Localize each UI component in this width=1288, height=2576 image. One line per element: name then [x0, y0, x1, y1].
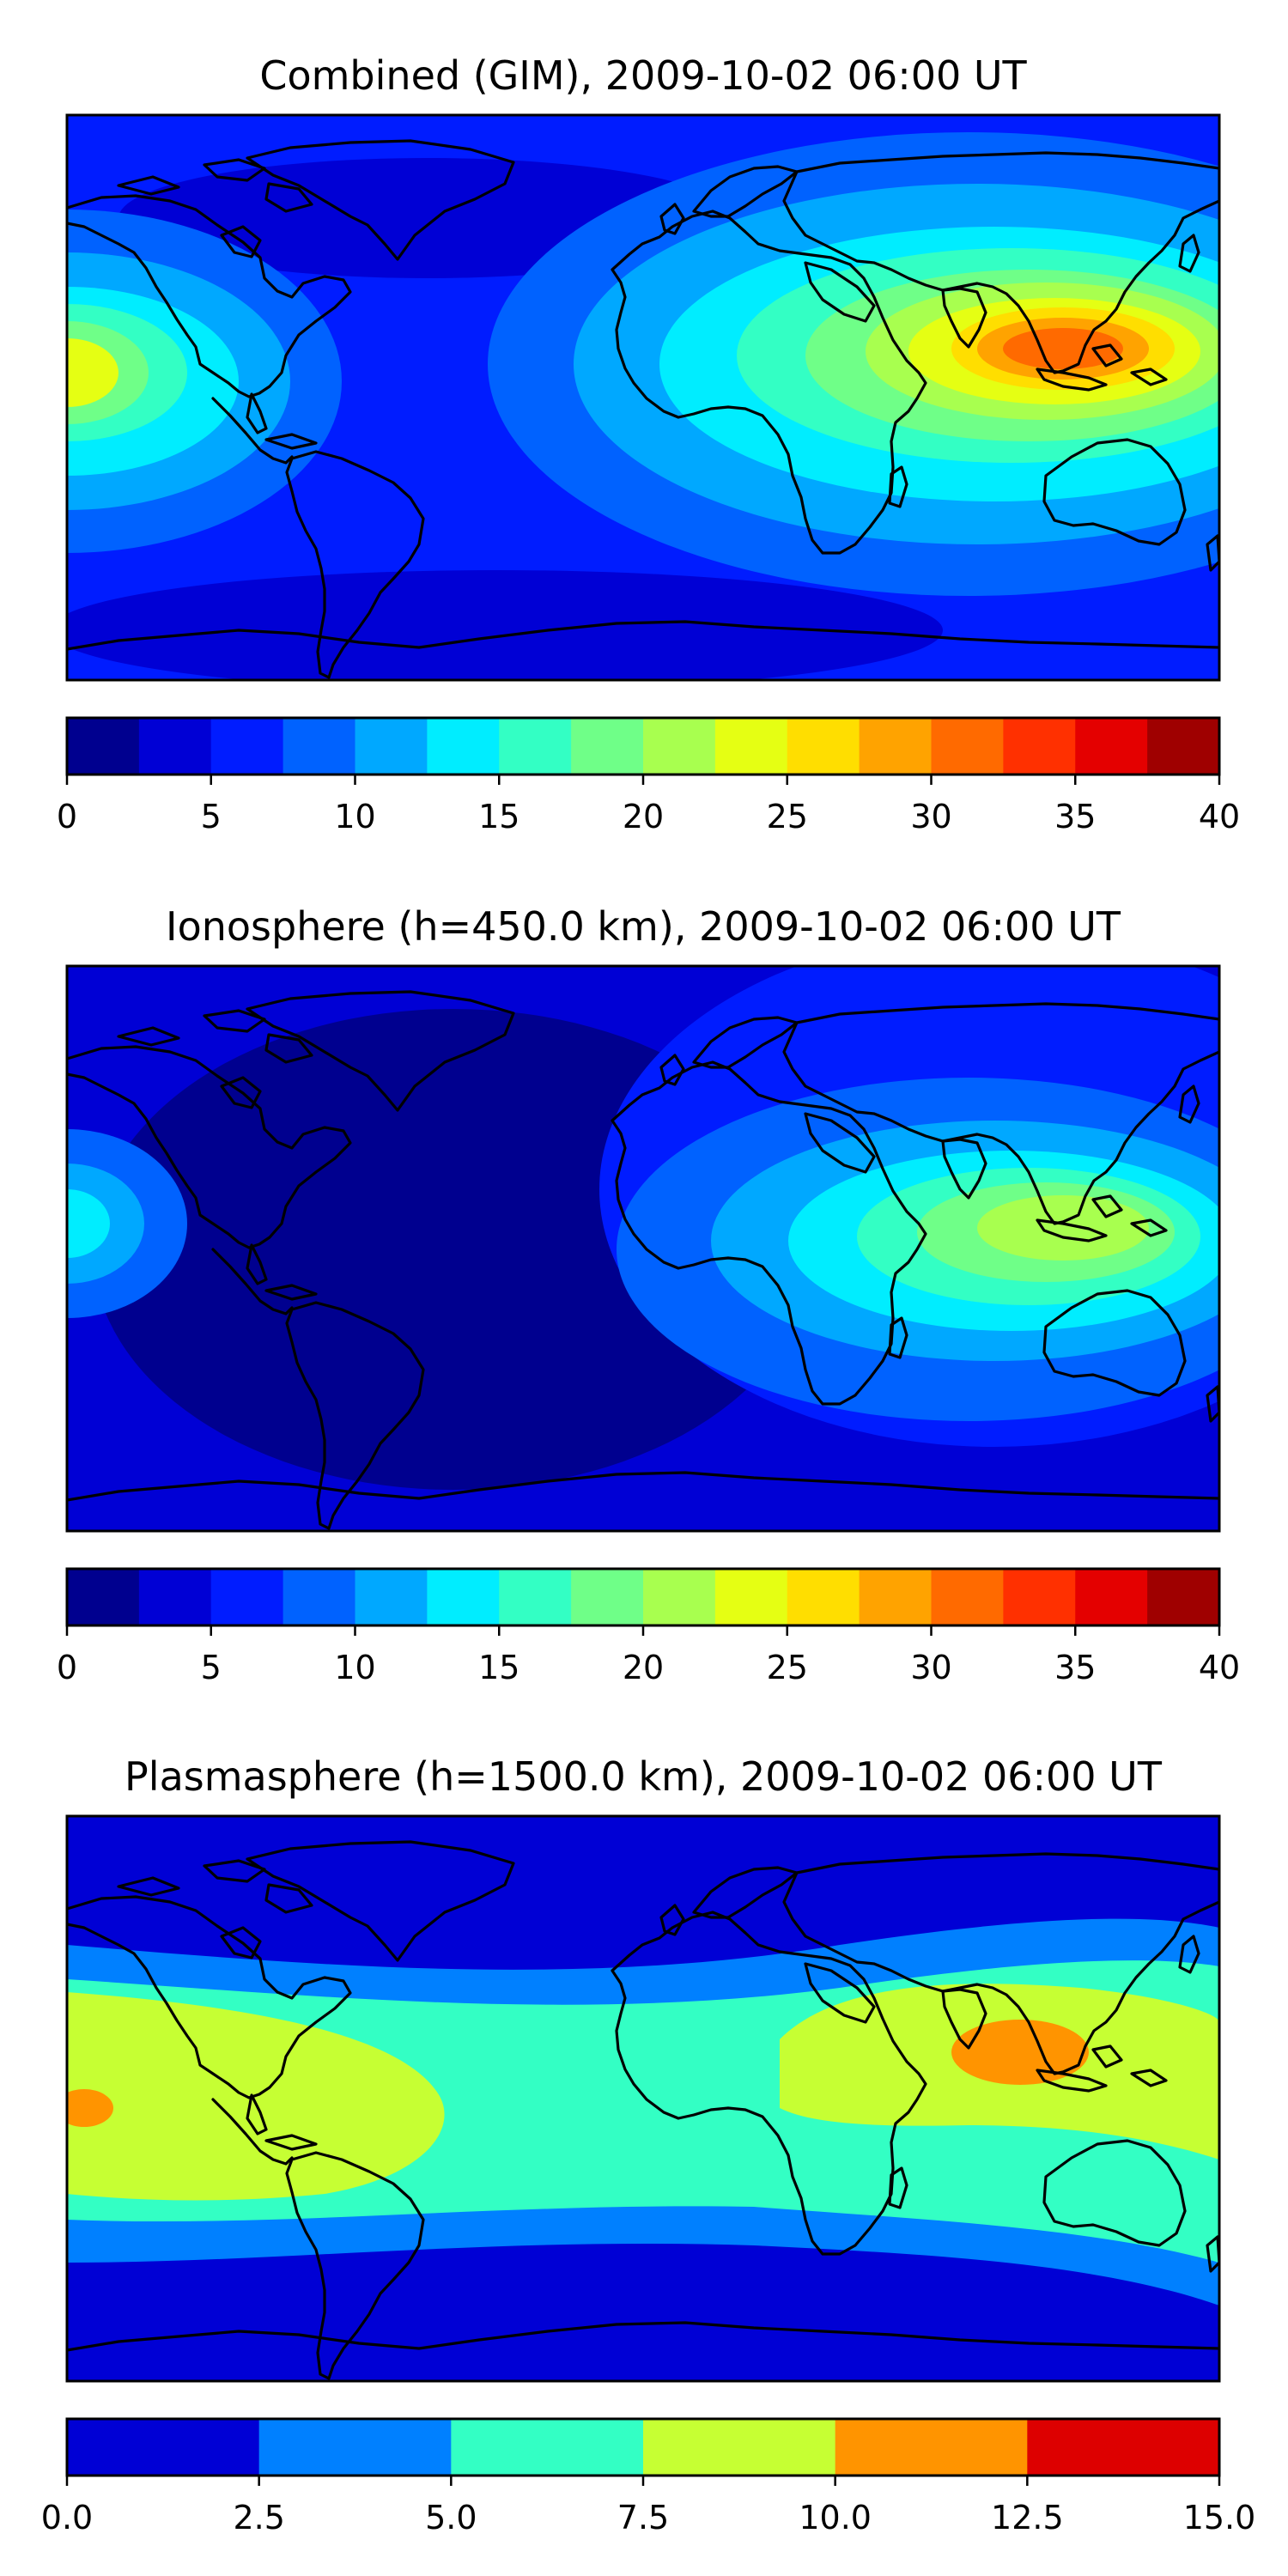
colorbar-segment — [355, 1569, 428, 1625]
colorbar: 0 5 10 15 20 25 30 35 40 — [57, 716, 1240, 835]
colorbar-segment — [835, 2419, 1028, 2476]
colorbar-segment — [67, 1569, 140, 1625]
colorbar-segment — [643, 718, 716, 775]
colorbar-segment — [787, 1569, 860, 1625]
colorbar-tick-label: 25 — [767, 1649, 808, 1686]
colorbar-segment — [1003, 1569, 1076, 1625]
colorbar-segment — [355, 718, 428, 775]
colorbar-segment — [499, 718, 572, 775]
colorbar-tick-label: 12.5 — [991, 2499, 1064, 2537]
colorbar-tick-label: 30 — [910, 1649, 951, 1686]
map-frame — [65, 113, 1221, 682]
colorbar-segment — [283, 1569, 356, 1625]
colorbar-segment — [427, 718, 500, 775]
colorbar-segment — [571, 1569, 644, 1625]
colorbar-tick-label: 35 — [1054, 1649, 1096, 1686]
panel-ionosphere: Ionosphere (h=450.0 km), 2009-10-02 06:0… — [57, 903, 1240, 1686]
colorbar-segment — [643, 1569, 716, 1625]
map-area — [67, 115, 1219, 680]
colorbar-segment — [1075, 1569, 1148, 1625]
contour-field — [67, 115, 1219, 680]
colorbar-tick-label: 0.0 — [41, 2499, 93, 2537]
colorbar-segment — [210, 1569, 284, 1625]
colorbar-segment — [714, 1569, 788, 1625]
colorbar-segment — [859, 1569, 933, 1625]
colorbar-tick-label: 7.5 — [617, 2499, 669, 2537]
colorbar-segment — [1027, 2419, 1220, 2476]
colorbar-segment — [138, 1569, 212, 1625]
colorbar-segment — [1003, 718, 1076, 775]
colorbar-tick-label: 5.0 — [425, 2499, 477, 2537]
colorbar-segment — [643, 2419, 836, 2476]
colorbar-segment — [714, 718, 788, 775]
colorbar-tick-label: 2.5 — [233, 2499, 284, 2537]
panel-plasmasphere: Plasmasphere (h=1500.0 km), 2009-10-02 0… — [41, 1753, 1256, 2537]
colorbar-tick-label: 15.0 — [1183, 2499, 1256, 2537]
colorbar-tick-label: 10 — [334, 798, 375, 835]
colorbar-segment — [1075, 718, 1148, 775]
colorbar-tick-label: 5 — [201, 1649, 222, 1686]
colorbar-tick-label: 10.0 — [799, 2499, 872, 2537]
colorbar-tick-label: 25 — [767, 798, 808, 835]
colorbar-segment — [931, 718, 1004, 775]
colorbar-segment — [1147, 718, 1220, 775]
map-area — [67, 1816, 1219, 2381]
panel-title: Ionosphere (h=450.0 km), 2009-10-02 06:0… — [166, 903, 1121, 950]
colorbar-tick-label: 15 — [478, 798, 519, 835]
colorbar-tick-label: 35 — [1054, 798, 1096, 835]
panel-title: Plasmasphere (h=1500.0 km), 2009-10-02 0… — [125, 1753, 1163, 1800]
colorbar-segment — [427, 1569, 500, 1625]
map-frame — [65, 1814, 1221, 2383]
map-frame — [65, 964, 1221, 1533]
panel-combined: Combined (GIM), 2009-10-02 06:00 UT 0 5 10… — [57, 52, 1240, 835]
colorbar-segment — [571, 718, 644, 775]
colorbar-segment — [258, 2419, 452, 2476]
colorbar-tick-label: 0 — [57, 1649, 77, 1686]
colorbar-tick-label: 40 — [1199, 1649, 1240, 1686]
colorbar-segment — [1147, 1569, 1220, 1625]
panel-title: Combined (GIM), 2009-10-02 06:00 UT — [259, 52, 1027, 99]
colorbar-tick-label: 20 — [623, 798, 664, 835]
colorbar-segment — [67, 718, 140, 775]
colorbar-segment — [451, 2419, 644, 2476]
colorbar-tick-label: 40 — [1199, 798, 1240, 835]
colorbar-segment — [283, 718, 356, 775]
colorbar-segment — [67, 2419, 260, 2476]
colorbar-tick-label: 5 — [201, 798, 222, 835]
colorbar-tick-label: 15 — [478, 1649, 519, 1686]
colorbar-segment — [859, 718, 933, 775]
colorbar-tick-label: 0 — [57, 798, 77, 835]
colorbar-tick-label: 30 — [910, 798, 951, 835]
colorbar-segment — [931, 1569, 1004, 1625]
colorbar-segment — [499, 1569, 572, 1625]
colorbar-segment — [138, 718, 212, 775]
colorbar-tick-label: 10 — [334, 1649, 375, 1686]
contour-field — [67, 1816, 1219, 2381]
colorbar-segment — [787, 718, 860, 775]
colorbar: 0.0 2.5 5.0 7.5 10.0 12.5 15.0 — [41, 2417, 1256, 2537]
map-area — [67, 966, 1219, 1531]
colorbar-segment — [210, 718, 284, 775]
colorbar: 0 5 10 15 20 25 30 35 40 — [57, 1567, 1240, 1686]
colorbar-tick-label: 20 — [623, 1649, 664, 1686]
